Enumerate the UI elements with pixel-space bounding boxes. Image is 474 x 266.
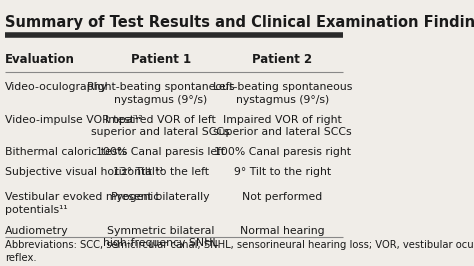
Text: Summary of Test Results and Clinical Examination Findings: Summary of Test Results and Clinical Exa… <box>5 15 474 30</box>
Text: Not performed: Not performed <box>242 192 323 202</box>
Text: Right-beating spontaneous
nystagmus (9°/s): Right-beating spontaneous nystagmus (9°/… <box>87 82 235 105</box>
Text: Impaired VOR of left
superior and lateral SCCs: Impaired VOR of left superior and latera… <box>91 115 230 137</box>
Text: Bithermal caloric tests: Bithermal caloric tests <box>5 147 127 157</box>
Text: Video-impulse VOR test¹²: Video-impulse VOR test¹² <box>5 115 143 125</box>
Text: Left-beating spontaneous
nystagmus (9°/s): Left-beating spontaneous nystagmus (9°/s… <box>213 82 352 105</box>
Text: Patient 1: Patient 1 <box>130 52 191 65</box>
Text: Vestibular evoked myogenic
potentials¹¹: Vestibular evoked myogenic potentials¹¹ <box>5 192 159 215</box>
Text: Evaluation: Evaluation <box>5 52 75 65</box>
Text: 13° Tilt to the left: 13° Tilt to the left <box>113 167 209 177</box>
Text: Patient 2: Patient 2 <box>253 52 312 65</box>
Text: Audiometry: Audiometry <box>5 226 68 236</box>
Text: Present bilaterally: Present bilaterally <box>111 192 210 202</box>
Text: Normal hearing: Normal hearing <box>240 226 325 236</box>
Text: 100% Canal paresis left: 100% Canal paresis left <box>96 147 225 157</box>
Text: Video-oculography: Video-oculography <box>5 82 108 93</box>
Text: 9° Tilt to the right: 9° Tilt to the right <box>234 167 331 177</box>
Text: Abbreviations: SCC, semicircular canal; SNHL, sensorineural hearing loss; VOR, v: Abbreviations: SCC, semicircular canal; … <box>5 240 474 263</box>
Text: Impaired VOR of right
superior and lateral SCCs: Impaired VOR of right superior and later… <box>213 115 352 137</box>
Text: 100% Canal paresis right: 100% Canal paresis right <box>214 147 351 157</box>
Text: Subjective visual horizontal¹¹: Subjective visual horizontal¹¹ <box>5 167 163 177</box>
Text: Symmetric bilateral
high-frequency SNHL: Symmetric bilateral high-frequency SNHL <box>103 226 219 248</box>
